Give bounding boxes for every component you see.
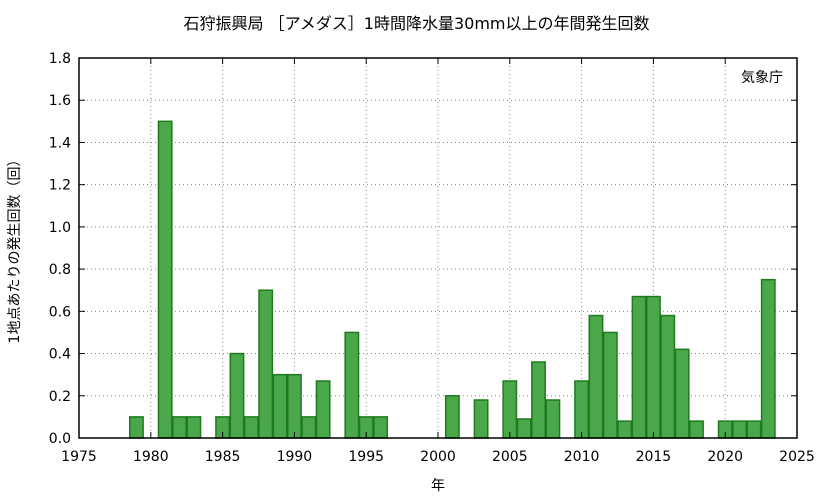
source-annotation: 気象庁 [741,70,783,86]
bar-2008 [545,399,561,439]
x-tick-label: 2005 [492,449,528,465]
y-axis-label: 1地点あたりの発生回数（回） [7,153,23,344]
bar-1994 [344,331,360,439]
chart-title: 石狩振興局 ［アメダス］1時間降水量30mm以上の年間発生回数 [183,14,650,33]
bar-1990 [286,373,302,439]
bar-series [129,120,776,439]
x-tick-label: 1985 [205,449,241,465]
bar-1996 [373,416,388,439]
bar-2021 [732,420,747,439]
bar-1982 [172,416,187,439]
x-tick-label: 2020 [707,449,743,465]
axis-ticks: 1975 1980 1985 1990 1995 2000 2005 2010 2015 2020… [49,51,815,465]
x-tick-label: 2015 [636,449,672,465]
bar-2022 [746,420,762,439]
y-tick-label: 1.4 [49,135,71,151]
bar-2003 [473,399,489,439]
bar-2006 [516,418,532,439]
bar-2013 [617,420,633,439]
y-tick-label: 1.6 [49,93,71,109]
bar-1987 [243,416,259,439]
bar-2017 [674,348,690,439]
bar-1989 [272,373,288,439]
x-axis-label: 年 [431,478,445,494]
x-tick-label: 2025 [779,449,815,465]
bar-2015 [645,295,661,439]
bar-2014 [631,295,647,439]
bar-2010 [574,380,590,439]
bar-2016 [660,314,676,439]
bar-2023 [760,278,776,439]
x-tick-label: 1980 [133,449,169,465]
x-tick-label: 1995 [348,449,384,465]
x-tick-label: 1990 [277,449,313,465]
bar-2018 [689,420,704,439]
y-tick-label: 0.8 [49,262,71,278]
x-tick-label: 2010 [564,449,600,465]
bar-1979 [129,416,144,439]
bar-1983 [186,416,202,439]
bar-2001 [444,395,460,439]
y-tick-label: 0.4 [49,347,71,363]
bar-1991 [301,416,317,439]
y-tick-label: 1.0 [49,220,71,236]
x-tick-label: 1975 [61,449,97,465]
bar-1988 [258,289,274,439]
bar-1981 [157,120,173,439]
y-tick-label: 1.8 [49,51,71,67]
y-tick-label: 0.6 [49,304,71,320]
bar-1986 [229,352,245,439]
bar-2011 [588,314,604,439]
bar-2012 [602,331,618,439]
bar-1992 [315,380,331,439]
bar-2005 [502,380,518,439]
bar-2007 [531,361,546,439]
x-tick-label: 2000 [420,449,456,465]
y-tick-label: 1.2 [49,178,71,194]
y-tick-label: 0.2 [49,389,71,405]
y-tick-label: 0.0 [49,431,71,447]
